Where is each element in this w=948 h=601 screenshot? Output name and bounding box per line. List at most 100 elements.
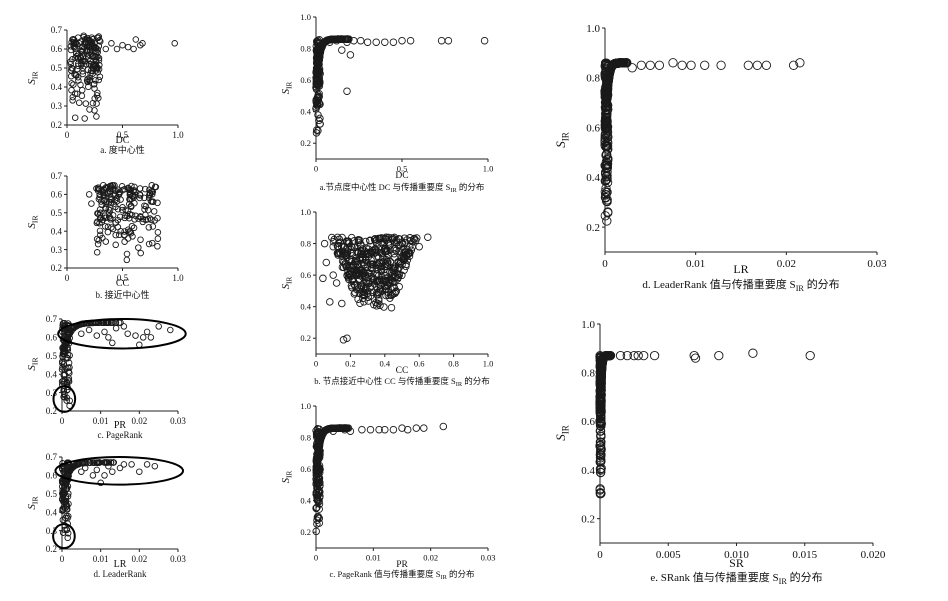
data-point xyxy=(415,242,423,251)
data-point xyxy=(100,197,108,205)
scatter-panel-2: 0.2 0.3 0.4 0.5 0.6 0.7 0 0.5 1.0 CC SIR b. 接近中心性 xyxy=(26,171,184,300)
y-tick-label: 0.5 xyxy=(46,489,58,499)
x-tick-label: 0.02 xyxy=(423,553,438,563)
data-point xyxy=(132,212,139,220)
data-point xyxy=(405,242,414,251)
y-axis-label-main: S xyxy=(26,365,38,371)
data-point xyxy=(136,341,143,349)
data-point xyxy=(58,479,66,486)
data-point xyxy=(439,422,448,431)
data-point xyxy=(98,218,106,226)
data-point xyxy=(601,157,612,167)
data-point xyxy=(93,249,101,256)
y-tick-label: 0.2 xyxy=(300,138,311,148)
data-point xyxy=(362,256,370,265)
data-point xyxy=(420,424,428,432)
data-point xyxy=(690,353,701,363)
y-axis-label-main: S xyxy=(26,504,38,510)
data-point xyxy=(375,259,383,267)
panel-caption: c. PageRank xyxy=(98,430,143,440)
data-point xyxy=(399,254,408,263)
data-point xyxy=(58,366,66,373)
x-tick-label: 0 xyxy=(314,164,318,174)
panel-caption: d. LeaderRank xyxy=(94,569,147,579)
data-point xyxy=(149,239,156,247)
y-axis-label-sub: IR xyxy=(31,71,40,80)
data-point xyxy=(603,74,613,85)
y-tick-label: 0.4 xyxy=(581,465,595,477)
y-tick-label: 0.4 xyxy=(46,369,58,379)
data-point xyxy=(396,235,404,243)
caption-subscript: IR xyxy=(779,577,788,586)
data-point xyxy=(81,115,88,122)
data-point xyxy=(376,235,385,243)
data-point xyxy=(139,218,147,226)
x-tick-label: 0 xyxy=(602,258,608,270)
caption-subscript: IR xyxy=(456,381,463,388)
x-tick-label: 0 xyxy=(60,554,65,564)
data-point xyxy=(97,38,104,45)
y-tick-label: 0.6 xyxy=(586,122,600,134)
data-point xyxy=(122,206,129,214)
caption-tail: 的分布 xyxy=(804,277,840,291)
data-point xyxy=(123,250,131,258)
y-axis-label: SIR xyxy=(26,496,40,510)
x-axis-label: PR xyxy=(114,420,127,431)
data-point xyxy=(603,144,613,154)
y-tick-label: 0.6 xyxy=(581,416,595,428)
data-point xyxy=(381,277,390,285)
data-point xyxy=(86,77,93,84)
y-tick-label: 1.0 xyxy=(581,319,595,331)
y-axis-label-sub: IR xyxy=(560,131,570,141)
caption-tail: 的分布 xyxy=(457,182,485,192)
data-point xyxy=(82,100,90,107)
data-point xyxy=(124,330,131,337)
data-point xyxy=(94,187,102,194)
data-point xyxy=(316,438,324,446)
data-point xyxy=(64,534,71,542)
data-point xyxy=(78,51,86,58)
data-point xyxy=(69,56,76,63)
data-point xyxy=(107,195,115,203)
data-point xyxy=(387,303,396,312)
data-point xyxy=(89,40,96,47)
data-point xyxy=(69,463,77,471)
data-point xyxy=(137,192,144,199)
x-axis-label: CC xyxy=(396,366,409,376)
data-point xyxy=(312,48,321,56)
data-point xyxy=(154,235,162,242)
data-point xyxy=(381,235,389,244)
data-point xyxy=(314,94,322,102)
data-point xyxy=(95,54,103,62)
data-point xyxy=(96,227,104,235)
data-point xyxy=(602,141,613,151)
data-point xyxy=(743,60,753,70)
caption-text: a. 度中心性 xyxy=(100,144,145,155)
data-point xyxy=(121,238,128,245)
data-point xyxy=(148,182,156,189)
data-point xyxy=(412,424,421,432)
data-point xyxy=(609,59,619,69)
data-point xyxy=(334,242,343,251)
data-point xyxy=(602,216,612,226)
data-point xyxy=(380,303,388,311)
y-axis-label-main: S xyxy=(281,88,292,94)
data-point xyxy=(596,402,606,412)
y-tick-label: 0.4 xyxy=(46,507,58,517)
data-point xyxy=(312,103,321,111)
data-point xyxy=(412,236,420,245)
data-point xyxy=(106,188,113,195)
y-tick-label: 0.2 xyxy=(581,514,595,526)
data-point xyxy=(344,237,353,245)
data-point xyxy=(126,211,134,218)
data-point xyxy=(79,70,87,78)
data-point xyxy=(109,339,116,347)
data-point xyxy=(94,459,101,466)
data-point xyxy=(141,206,148,213)
data-point xyxy=(314,450,322,459)
data-point xyxy=(60,347,67,355)
data-point xyxy=(328,233,336,242)
data-point xyxy=(601,196,612,206)
y-tick-label: 0.7 xyxy=(51,25,63,35)
data-point xyxy=(313,496,322,505)
